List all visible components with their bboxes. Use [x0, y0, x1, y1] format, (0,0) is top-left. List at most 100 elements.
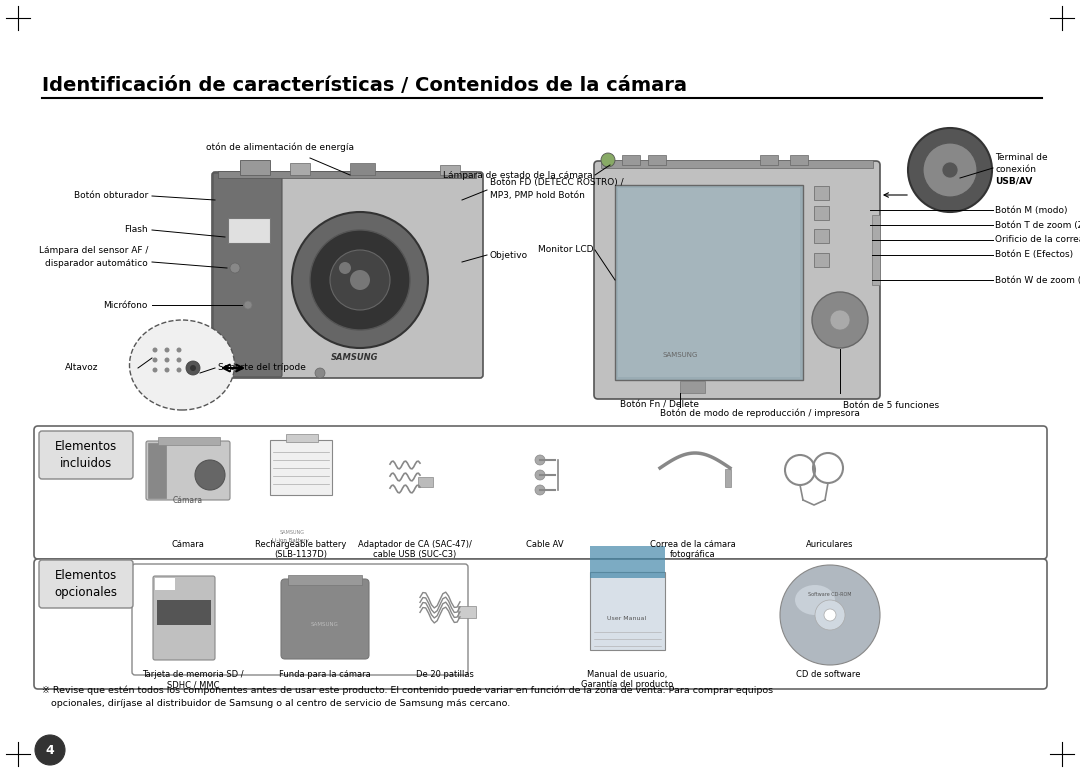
Text: CD de software: CD de software	[796, 670, 861, 679]
Circle shape	[535, 485, 545, 495]
Bar	[148, 443, 166, 498]
Circle shape	[310, 230, 410, 330]
Text: Manual de usuario,
Garantía del producto: Manual de usuario, Garantía del producto	[581, 670, 673, 689]
Bar	[590, 546, 665, 578]
Bar	[218, 171, 476, 178]
Text: MP3, PMP hold Botón: MP3, PMP hold Botón	[490, 191, 585, 200]
Circle shape	[942, 162, 958, 178]
Circle shape	[350, 270, 370, 290]
Circle shape	[831, 310, 850, 330]
Circle shape	[186, 361, 200, 375]
Circle shape	[535, 470, 545, 480]
FancyBboxPatch shape	[39, 431, 133, 479]
Text: otón de alimentación de energía: otón de alimentación de energía	[206, 143, 354, 152]
Bar	[291, 163, 310, 175]
Text: Botón M (modo): Botón M (modo)	[995, 205, 1067, 215]
Circle shape	[164, 357, 170, 363]
Bar	[590, 572, 665, 650]
Bar	[872, 215, 880, 285]
Bar	[458, 606, 476, 618]
Bar	[158, 437, 220, 445]
Bar	[228, 218, 270, 243]
FancyBboxPatch shape	[212, 172, 483, 378]
Text: Botón T de zoom (Zoom digital): Botón T de zoom (Zoom digital)	[995, 220, 1080, 230]
Text: Botón de modo de reproducción / impresora: Botón de modo de reproducción / impresor…	[660, 408, 860, 418]
Bar	[725, 469, 731, 487]
Text: Botón FD (DETECC ROSTRO) /: Botón FD (DETECC ROSTRO) /	[490, 178, 623, 187]
Circle shape	[292, 212, 428, 348]
Circle shape	[824, 609, 836, 621]
Bar	[648, 155, 666, 165]
Circle shape	[315, 368, 325, 378]
Text: Cámara: Cámara	[172, 540, 204, 549]
Text: Adaptador de CA (SAC-47)/
cable USB (SUC-C3): Adaptador de CA (SAC-47)/ cable USB (SUC…	[359, 540, 472, 560]
Bar	[814, 186, 829, 200]
Circle shape	[908, 128, 993, 212]
Text: Identificación de características / Contenidos de la cámara: Identificación de características / Cont…	[42, 76, 687, 95]
Circle shape	[35, 735, 65, 765]
Text: Elementos
incluidos: Elementos incluidos	[55, 440, 117, 470]
Text: Terminal de: Terminal de	[995, 153, 1048, 162]
Circle shape	[535, 455, 545, 465]
Text: Elementos
opcionales: Elementos opcionales	[54, 569, 118, 599]
Text: SAMSUNG: SAMSUNG	[311, 622, 339, 628]
Text: Botón obturador: Botón obturador	[73, 191, 148, 201]
Text: Botón W de zoom (Miniatura): Botón W de zoom (Miniatura)	[995, 276, 1080, 285]
Bar	[440, 165, 460, 175]
Circle shape	[339, 262, 351, 274]
FancyBboxPatch shape	[213, 173, 282, 377]
Circle shape	[176, 367, 181, 373]
Circle shape	[600, 153, 615, 167]
Bar	[760, 155, 778, 165]
Text: SAMSUNG: SAMSUNG	[332, 354, 379, 363]
Circle shape	[244, 301, 252, 309]
Text: Software CD-ROM: Software CD-ROM	[808, 592, 852, 598]
Bar	[615, 185, 804, 380]
Bar	[350, 163, 375, 175]
Text: Cámara: Cámara	[173, 496, 203, 505]
Text: USB/AV: USB/AV	[995, 177, 1032, 186]
Circle shape	[164, 367, 170, 373]
Text: Botón de 5 funciones: Botón de 5 funciones	[843, 401, 940, 410]
Text: Tarjeta de memoria SD /
SDHC / MMC: Tarjeta de memoria SD / SDHC / MMC	[143, 670, 244, 689]
Bar	[240, 160, 270, 175]
Circle shape	[195, 460, 225, 490]
FancyBboxPatch shape	[146, 441, 230, 500]
Circle shape	[164, 347, 170, 353]
Text: conexión: conexión	[995, 165, 1036, 174]
Text: Botón Fn / Delete: Botón Fn / Delete	[621, 401, 700, 410]
Circle shape	[780, 565, 880, 665]
Text: Correa de la cámara
fotográfica: Correa de la cámara fotográfica	[650, 540, 735, 560]
Text: Li-ion Battery: Li-ion Battery	[272, 538, 309, 543]
Polygon shape	[156, 578, 175, 590]
Circle shape	[812, 292, 868, 348]
Bar	[789, 155, 808, 165]
Circle shape	[176, 347, 181, 353]
Bar	[286, 434, 318, 442]
Ellipse shape	[130, 320, 234, 410]
Ellipse shape	[795, 585, 835, 615]
Text: disparador automático: disparador automático	[45, 259, 148, 268]
Bar	[622, 155, 640, 165]
Circle shape	[152, 357, 158, 363]
Circle shape	[330, 250, 390, 310]
FancyBboxPatch shape	[153, 576, 215, 660]
Bar	[618, 188, 800, 377]
Text: Objetivo: Objetivo	[490, 250, 528, 259]
Text: Funda para la cámara: Funda para la cámara	[279, 670, 370, 679]
Bar	[288, 575, 362, 585]
Bar	[157, 600, 211, 625]
Bar	[814, 229, 829, 243]
Bar	[680, 381, 705, 393]
Text: Botón E (Efectos): Botón E (Efectos)	[995, 250, 1074, 259]
Text: Auriculares: Auriculares	[807, 540, 854, 549]
Text: Orificio de la correa: Orificio de la correa	[995, 235, 1080, 245]
Text: Lámpara del sensor AF /: Lámpara del sensor AF /	[39, 246, 148, 255]
Bar	[814, 206, 829, 220]
FancyBboxPatch shape	[281, 579, 369, 659]
FancyBboxPatch shape	[594, 161, 880, 399]
Text: 4: 4	[45, 743, 54, 757]
Bar	[418, 477, 433, 487]
Bar	[270, 440, 332, 495]
Text: Altavoz: Altavoz	[65, 364, 98, 373]
